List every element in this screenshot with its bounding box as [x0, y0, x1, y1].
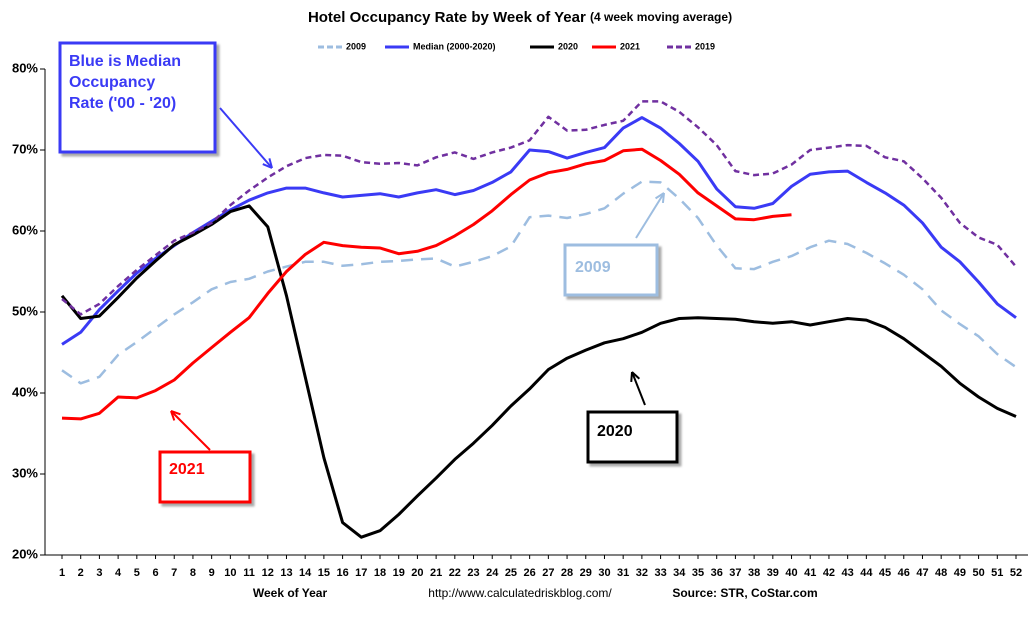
annotation-arrow	[631, 371, 646, 406]
x-tick-label: 21	[430, 567, 442, 579]
x-tick-label: 7	[171, 567, 177, 579]
annotation-text: Blue is Median	[69, 53, 181, 70]
y-tick-label: 30%	[12, 465, 38, 480]
x-axis-label: Week of Year	[253, 586, 328, 600]
series-line	[60, 204, 1017, 539]
x-tick-label: 33	[654, 567, 666, 579]
x-tick-label: 5	[134, 567, 140, 579]
x-tick-label: 26	[524, 567, 536, 579]
y-tick-label: 60%	[12, 222, 38, 237]
x-tick-label: 52	[1010, 567, 1022, 579]
x-tick-label: 27	[542, 567, 554, 579]
x-tick-label: 4	[115, 567, 122, 579]
annotation-box	[563, 243, 659, 297]
legend-label: 2019	[695, 41, 715, 51]
annotation-box	[58, 41, 217, 154]
annotation-text: 2020	[597, 423, 633, 440]
x-tick-label: 3	[96, 567, 102, 579]
x-tick-label: 40	[785, 567, 797, 579]
x-tick-label: 25	[505, 567, 517, 579]
annotation-arrowhead	[262, 158, 273, 169]
series-line	[61, 116, 1017, 346]
x-tick-label: 44	[860, 567, 873, 579]
x-tick-label: 9	[209, 567, 215, 579]
legend-label: 2021	[620, 41, 640, 51]
x-tick-label: 38	[748, 567, 760, 579]
x-tick-label: 1	[59, 567, 65, 579]
url: http://www.calculatedriskblog.com/	[428, 586, 612, 600]
annotation-arrowhead	[655, 192, 665, 204]
series-line	[61, 147, 792, 421]
x-tick-label: 23	[467, 567, 479, 579]
annotation-text: Occupancy	[69, 74, 155, 91]
x-tick-label: 35	[692, 567, 704, 579]
annotation-arrow	[219, 107, 273, 169]
x-tick-label: 16	[336, 567, 348, 579]
x-tick-label: 34	[673, 567, 686, 579]
x-tick-label: 11	[243, 567, 255, 579]
x-tick-label: 28	[561, 567, 573, 579]
x-tick-label: 41	[804, 567, 816, 579]
x-tick-label: 13	[280, 567, 292, 579]
x-tick-label: 47	[916, 567, 928, 579]
x-tick-label: 46	[898, 567, 910, 579]
chart-title: Hotel Occupancy Rate by Week of Year	[308, 9, 586, 26]
x-tick-label: 31	[617, 567, 629, 579]
legend-label: 2020	[558, 41, 578, 51]
x-tick-label: 51	[991, 567, 1003, 579]
x-tick-label: 20	[411, 567, 423, 579]
x-tick-label: 39	[767, 567, 779, 579]
legend-label: 2009	[346, 41, 366, 51]
x-tick-label: 36	[711, 567, 723, 579]
annotation-arrowhead	[170, 410, 181, 421]
annotation-box	[586, 410, 679, 464]
x-tick-label: 37	[729, 567, 741, 579]
x-tick-label: 18	[374, 567, 386, 579]
annotation-arrow	[170, 410, 211, 451]
y-tick-label: 70%	[12, 141, 38, 156]
x-tick-label: 15	[318, 567, 330, 579]
annotation-text: Rate ('00 - '20)	[69, 95, 176, 112]
x-tick-label: 14	[299, 567, 312, 579]
x-tick-label: 24	[486, 567, 499, 579]
x-tick-label: 49	[954, 567, 966, 579]
y-tick-label: 20%	[12, 546, 38, 561]
x-tick-label: 17	[355, 567, 367, 579]
x-tick-label: 45	[879, 567, 891, 579]
x-tick-label: 19	[393, 567, 405, 579]
annotation-arrow	[635, 192, 665, 239]
y-tick-label: 50%	[12, 303, 38, 318]
x-tick-label: 42	[823, 567, 835, 579]
x-tick-label: 48	[935, 567, 947, 579]
source: Source: STR, CoStar.com	[672, 586, 817, 600]
x-tick-label: 32	[636, 567, 648, 579]
x-tick-label: 8	[190, 567, 196, 579]
chart-subtitle: (4 week moving average)	[590, 10, 732, 24]
x-tick-label: 30	[598, 567, 610, 579]
x-tick-label: 29	[580, 567, 592, 579]
x-tick-label: 50	[972, 567, 984, 579]
x-tick-label: 10	[224, 567, 236, 579]
annotation-arrowhead	[630, 371, 641, 383]
legend-label: Median (2000-2020)	[413, 41, 496, 51]
x-tick-label: 12	[262, 567, 274, 579]
chart-title-group: Hotel Occupancy Rate by Week of Year (4 …	[308, 9, 732, 26]
x-tick-label: 2	[78, 567, 84, 579]
annotation-text: 2021	[169, 461, 205, 478]
y-tick-label: 40%	[12, 384, 38, 399]
x-tick-label: 6	[152, 567, 158, 579]
x-tick-label: 43	[842, 567, 854, 579]
annotation-box	[158, 450, 252, 504]
x-tick-label: 22	[449, 567, 461, 579]
y-tick-label: 80%	[12, 60, 38, 75]
annotation-text: 2009	[575, 259, 611, 276]
series-line	[61, 100, 1017, 316]
